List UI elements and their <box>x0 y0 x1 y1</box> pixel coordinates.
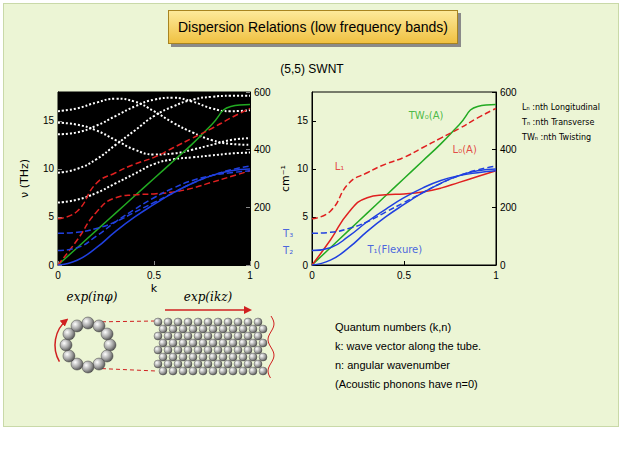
svg-text:T₁(Flexure): T₁(Flexure) <box>366 244 422 255</box>
html-text:k: wave vector along the tube.: k: wave vector along the tube. <box>335 340 482 352</box>
svg-text:TW₀(A): TW₀(A) <box>408 110 444 121</box>
svg-text:L₁: L₁ <box>335 161 345 172</box>
html-text:Quantum numbers (k,n): Quantum numbers (k,n) <box>335 321 452 333</box>
svg-text:T₂: T₂ <box>282 245 293 256</box>
svg-text:200: 200 <box>254 202 271 213</box>
html-text:Dispersion Relations (low freq: Dispersion Relations (low frequency band… <box>178 19 448 35</box>
svg-text:0.5: 0.5 <box>397 270 411 281</box>
html-text:Tₙ :nth Transverse: Tₙ :nth Transverse <box>522 118 595 127</box>
svg-text:15: 15 <box>43 115 55 126</box>
svg-text:0: 0 <box>500 260 506 271</box>
svg-text:k: k <box>151 282 158 295</box>
html-text:(5,5) SWNT: (5,5) SWNT <box>280 62 344 76</box>
svg-text:T₃: T₃ <box>282 228 293 239</box>
html-text:Lₙ :nth Longitudinal: Lₙ :nth Longitudinal <box>522 103 600 112</box>
svg-text:0: 0 <box>55 270 61 281</box>
svg-text:L₀(A): L₀(A) <box>453 144 477 155</box>
html-text:n: angular wavenumber: n: angular wavenumber <box>335 359 450 371</box>
svg-text:10: 10 <box>297 163 309 174</box>
svg-text:5: 5 <box>302 211 308 222</box>
html-text:(Acoustic phonons have n=0): (Acoustic phonons have n=0) <box>335 378 478 390</box>
svg-text:1: 1 <box>493 270 499 281</box>
svg-text:cm⁻¹: cm⁻¹ <box>279 165 292 192</box>
svg-text:0: 0 <box>309 270 315 281</box>
svg-text:200: 200 <box>500 202 517 213</box>
svg-text:15: 15 <box>297 115 309 126</box>
svg-text:ν (THz): ν (THz) <box>18 159 31 198</box>
svg-text:0.5: 0.5 <box>147 270 161 281</box>
svg-text:0: 0 <box>254 260 260 271</box>
svg-text:0: 0 <box>302 260 308 271</box>
svg-text:1: 1 <box>247 270 253 281</box>
svg-text:400: 400 <box>500 144 517 155</box>
svg-text:5: 5 <box>48 211 54 222</box>
svg-text:400: 400 <box>254 144 271 155</box>
html-text:TWₙ :nth Twisting: TWₙ :nth Twisting <box>522 133 591 142</box>
svg-text:600: 600 <box>500 87 517 98</box>
svg-text:10: 10 <box>43 163 55 174</box>
svg-text:0: 0 <box>48 260 54 271</box>
svg-text:exp(inφ): exp(inφ) <box>67 290 118 304</box>
svg-text:exp(ikz): exp(ikz) <box>184 290 233 304</box>
svg-text:600: 600 <box>254 87 271 98</box>
